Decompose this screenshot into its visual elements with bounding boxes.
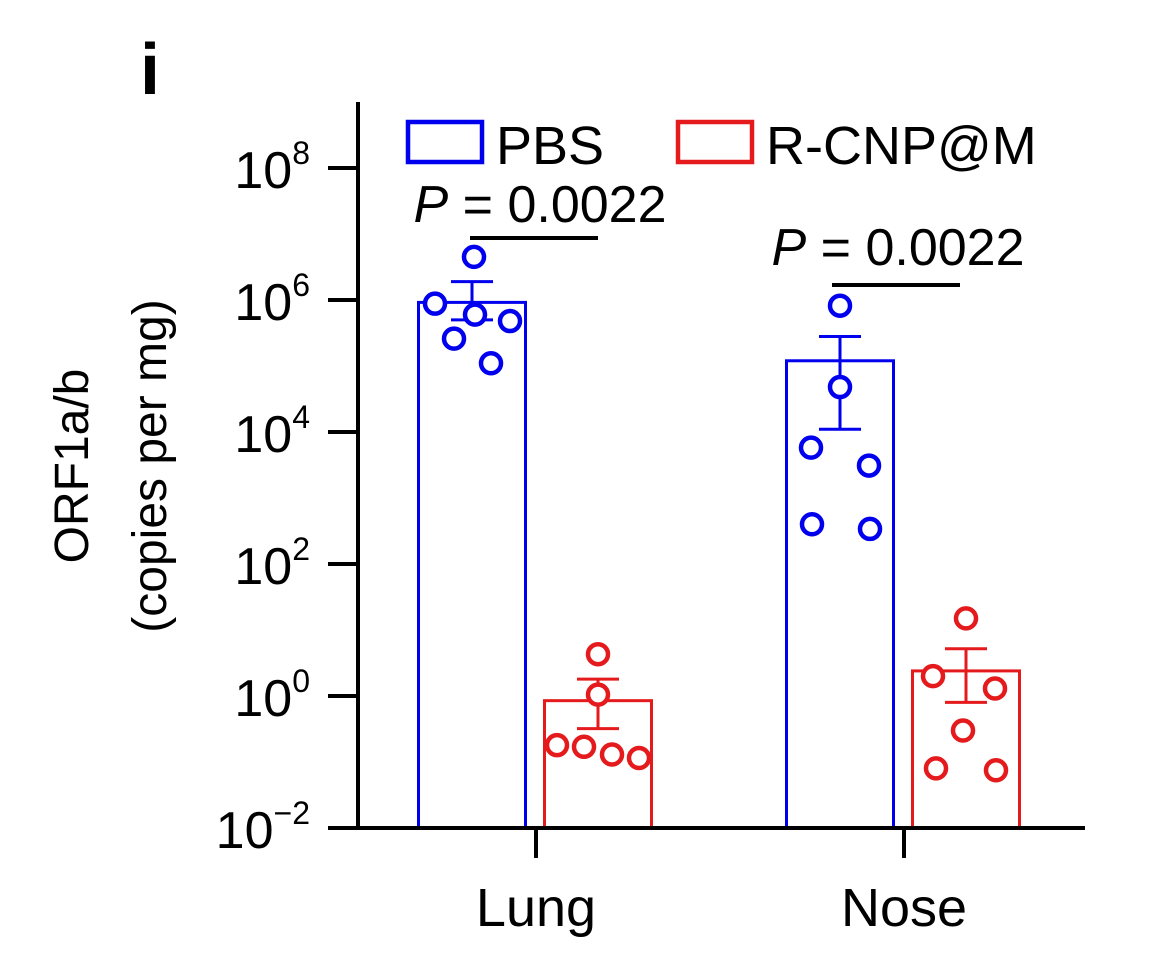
y-axis-label-line1: ORF1a/b — [46, 369, 99, 564]
p-value-annotation-Nose: P = 0.0022 — [772, 219, 1025, 287]
y-tick-label: 100 — [234, 663, 310, 728]
error-bar-R-CNP@M-Nose — [945, 647, 987, 704]
data-point-R-CNP@M-Nose — [923, 756, 949, 781]
data-point-PBS-Nose — [827, 293, 853, 318]
data-point-PBS-Nose — [857, 516, 883, 542]
bars-layer — [417, 300, 1021, 830]
data-point-PBS-Lung — [422, 291, 448, 316]
y-tick-label: 104 — [234, 399, 310, 464]
data-point-R-CNP@M-Nose — [982, 676, 1008, 701]
x-tick-label-Lung: Lung — [476, 878, 596, 938]
p-value-annotation-Lung: P = 0.0022 — [414, 176, 667, 240]
data-point-R-CNP@M-Lung — [571, 734, 597, 760]
data-point-R-CNP@M-Nose — [950, 718, 976, 743]
data-point-PBS-Lung — [441, 326, 467, 351]
data-point-PBS-Nose — [856, 453, 882, 478]
legend-label: PBS — [496, 116, 604, 176]
p-value-text: P = 0.0022 — [772, 219, 1025, 277]
y-tick-label: 102 — [234, 531, 310, 596]
legend-swatch — [675, 119, 755, 165]
axes-layer: 108 106 104 102 100 10−2 Lung Nose — [216, 102, 1085, 938]
y-tick-label: 106 — [234, 267, 310, 332]
data-point-R-CNP@M-Lung — [544, 732, 570, 758]
legend: PBS R-CNP@M — [405, 116, 1037, 176]
p-value-text: P = 0.0022 — [414, 176, 667, 234]
data-point-PBS-Nose — [799, 512, 825, 537]
data-point-R-CNP@M-Nose — [920, 663, 946, 689]
data-point-PBS-Lung — [462, 302, 488, 327]
data-point-R-CNP@M-Lung — [585, 682, 611, 707]
data-point-R-CNP@M-Nose — [983, 757, 1009, 783]
data-point-R-CNP@M-Nose — [953, 606, 979, 631]
data-point-PBS-Nose — [827, 374, 853, 400]
data-point-R-CNP@M-Lung — [599, 742, 625, 767]
panel-label: i — [140, 30, 160, 110]
bar-PBS-Lung — [417, 300, 527, 830]
points-layer — [422, 244, 1009, 783]
error-bars-layer — [451, 280, 987, 731]
annotations-layer: P = 0.0022 P = 0.0022 — [414, 176, 1025, 287]
legend-item-PBS: PBS — [405, 116, 604, 176]
x-tick-label-Nose: Nose — [841, 878, 967, 938]
data-point-PBS-Lung — [497, 308, 523, 334]
y-tick-label: 10−2 — [216, 795, 310, 860]
bar-PBS-Nose — [785, 359, 895, 830]
data-point-R-CNP@M-Lung — [585, 641, 611, 667]
y-axis-label: ORF1a/b (copies per mg) — [46, 299, 177, 632]
legend-swatch — [405, 119, 485, 165]
legend-item-R-CNP@M: R-CNP@M — [675, 116, 1037, 176]
data-point-PBS-Lung — [478, 351, 504, 376]
y-tick-label: 108 — [234, 135, 310, 200]
data-point-PBS-Nose — [798, 435, 824, 460]
y-axis-label-line2: (copies per mg) — [124, 299, 177, 632]
data-point-PBS-Lung — [461, 244, 487, 270]
data-point-R-CNP@M-Lung — [626, 745, 652, 771]
legend-label: R-CNP@M — [766, 116, 1037, 176]
